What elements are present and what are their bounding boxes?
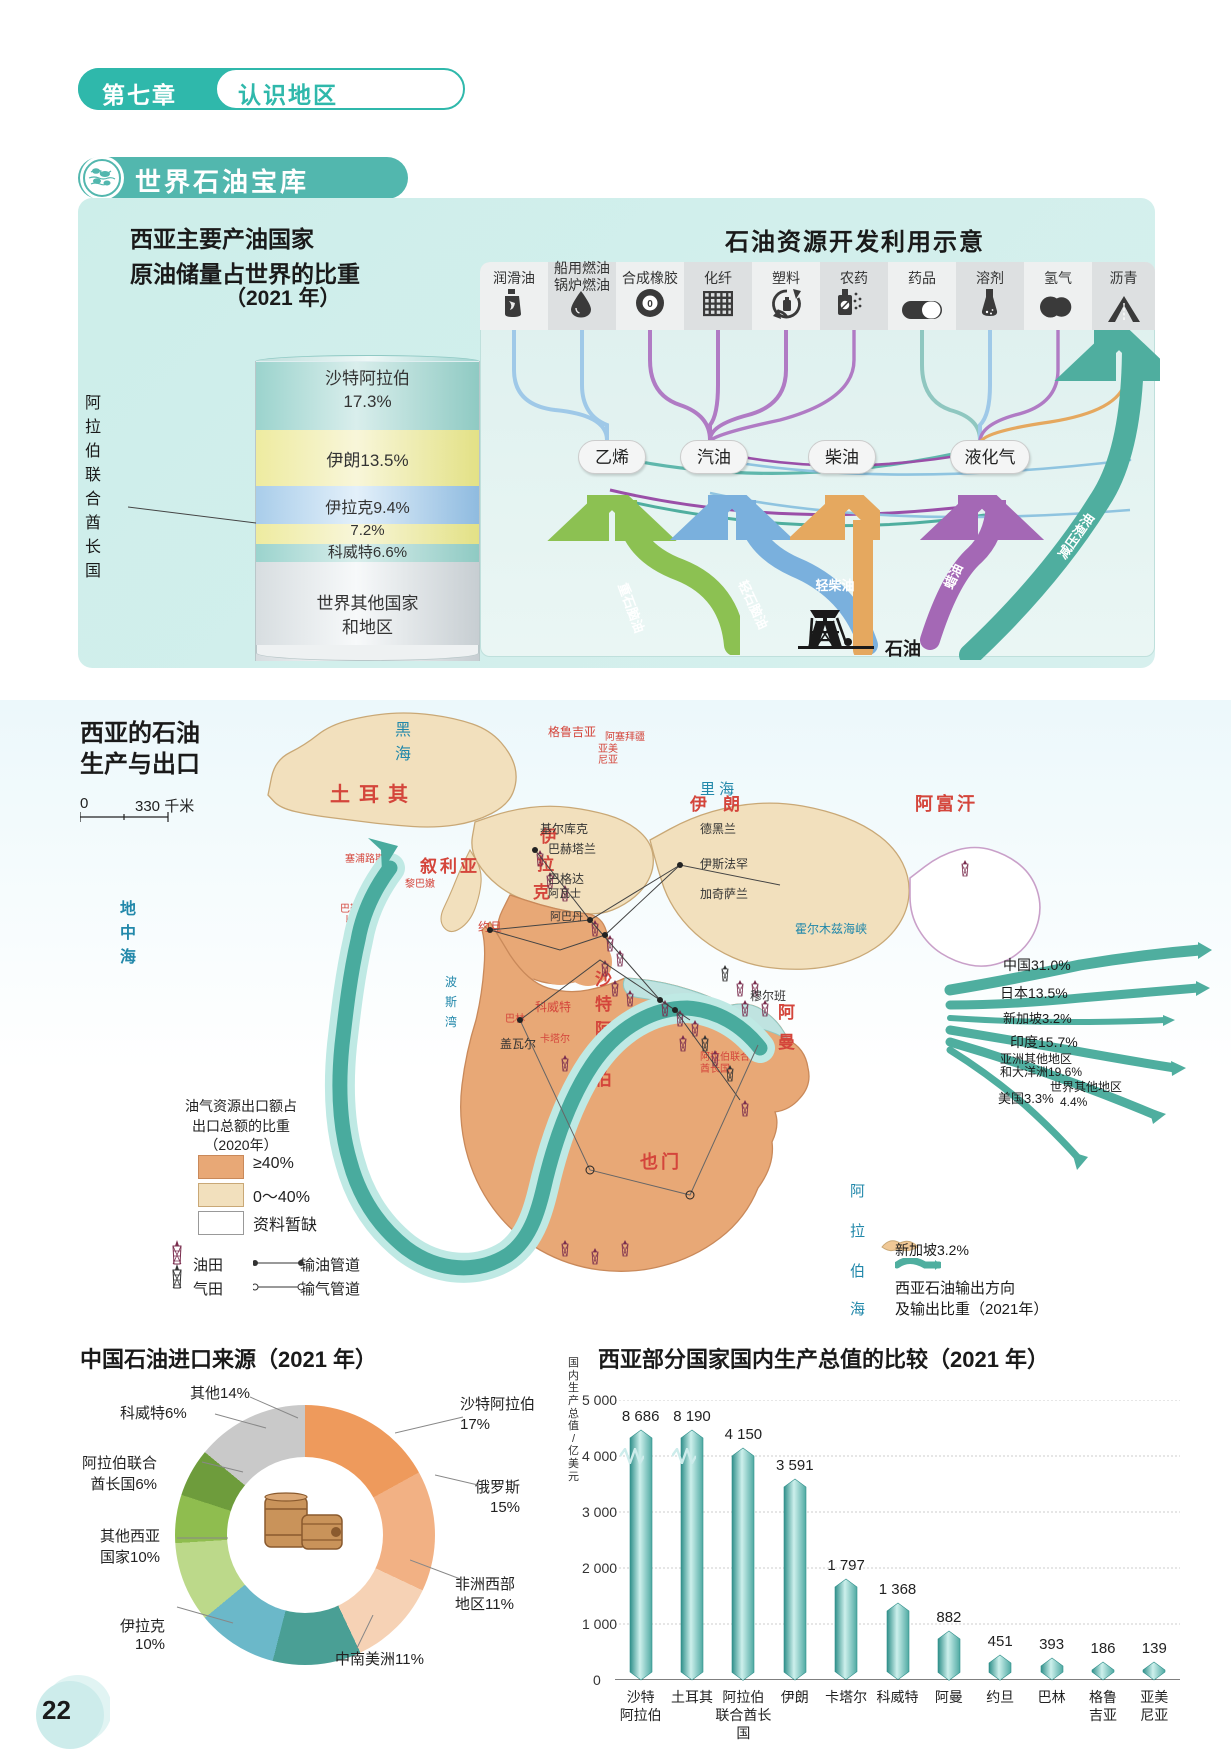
svg-text:轻柴油: 轻柴油 xyxy=(815,578,854,593)
svg-text:0: 0 xyxy=(647,299,653,310)
svg-text:轻石脑油: 轻石脑油 xyxy=(735,578,771,631)
